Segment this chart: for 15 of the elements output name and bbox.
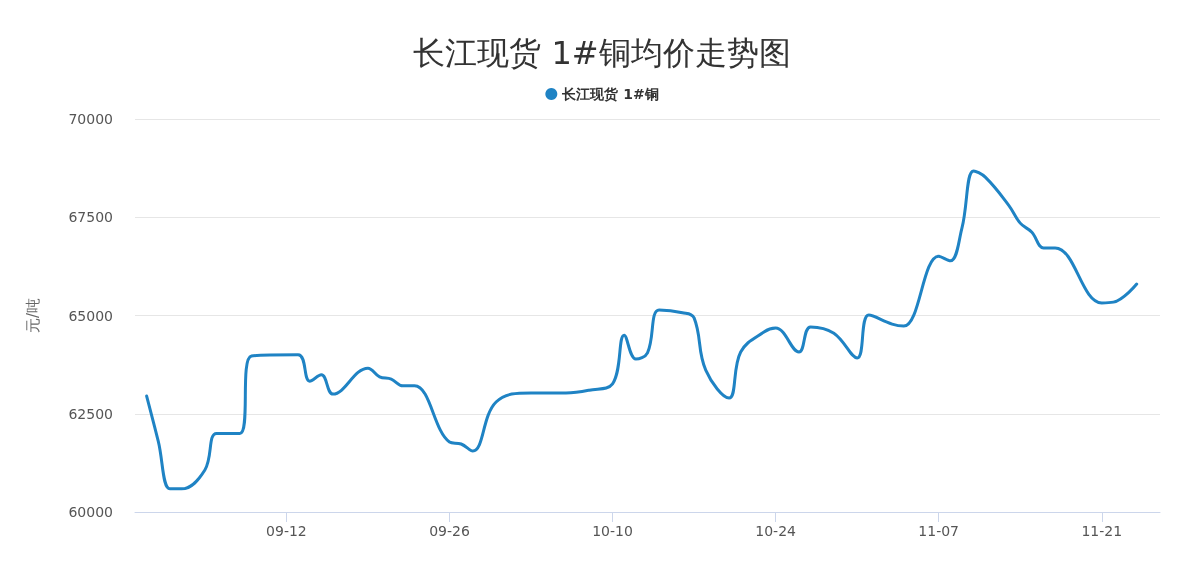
x-tick-label: 10-10 bbox=[592, 523, 633, 539]
chart-title: 长江现货 1#铜均价走势图 bbox=[413, 34, 791, 72]
x-tick-label: 10-24 bbox=[755, 523, 797, 539]
line-series bbox=[145, 169, 1139, 491]
y-axis-title: 元/吨 bbox=[23, 297, 42, 334]
x-tick-label: 11-21 bbox=[1081, 523, 1123, 539]
y-tick-label: 62500 bbox=[68, 405, 113, 422]
x-tick-label: 09-12 bbox=[266, 523, 307, 539]
y-tick-label: 70000 bbox=[68, 111, 113, 127]
y-tick-label: 67500 bbox=[68, 209, 113, 226]
x-tick-label: 11-07 bbox=[918, 523, 960, 539]
y-tick-label: 65000 bbox=[68, 307, 113, 324]
legend-label: 长江现货 1#铜 bbox=[561, 86, 659, 102]
y-tick-label: 60000 bbox=[68, 504, 113, 520]
x-tick-label: 09-26 bbox=[429, 523, 470, 539]
